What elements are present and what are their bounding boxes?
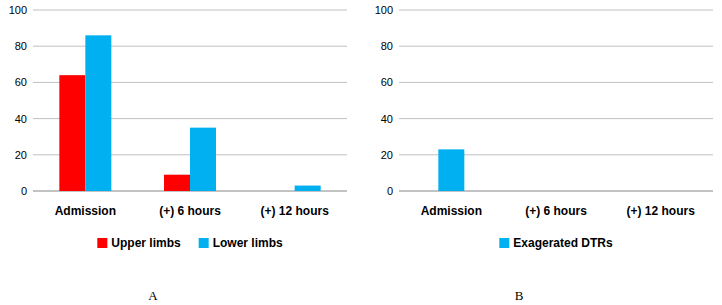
legend-swatch	[499, 238, 509, 248]
panel-title: A	[148, 288, 158, 303]
bar	[190, 128, 216, 191]
x-tick-label: (+) 12 hours	[626, 204, 695, 218]
bars	[59, 35, 320, 191]
x-tick-label: Admission	[421, 204, 482, 218]
bar	[269, 191, 295, 192]
bar	[164, 175, 190, 191]
legend-swatch	[199, 238, 209, 248]
grid-line	[33, 46, 347, 47]
legend-swatch	[97, 238, 107, 248]
grid-line	[399, 46, 713, 47]
x-tick-label: (+) 6 hours	[525, 204, 587, 218]
grid-line	[399, 82, 713, 83]
legend-label: Upper limbs	[111, 236, 181, 250]
figure: 0 20 40 60 80 100 Admission (+) 6 hours (+) 12 h…	[0, 0, 722, 305]
x-tick-label: (+) 12 hours	[260, 204, 329, 218]
legend: Exagerated DTRs	[499, 236, 613, 250]
x-tick-label: (+) 6 hours	[159, 204, 221, 218]
x-tick-label: Admission	[55, 204, 116, 218]
bar	[295, 186, 321, 191]
bar	[438, 149, 464, 191]
bar	[543, 191, 569, 192]
panel-title: B	[515, 288, 524, 303]
y-tick-label: 60	[381, 76, 393, 88]
chart-panel: 0 20 40 60 80 100 Admission (+) 6 hours (+) 12 h…	[375, 4, 713, 303]
chart-panel: 0 20 40 60 80 100 Admission (+) 6 hours (+) 12 h…	[9, 4, 347, 303]
bar	[85, 35, 111, 191]
legend: Upper limbs Lower limbs	[97, 236, 283, 250]
y-tick-label: 40	[381, 113, 393, 125]
y-tick-label: 0	[21, 185, 27, 197]
legend-label: Lower limbs	[213, 236, 283, 250]
y-tick-label: 100	[9, 4, 27, 16]
bars	[438, 149, 464, 191]
bar	[648, 191, 674, 192]
y-tick-label: 40	[15, 113, 27, 125]
grid-line	[399, 118, 713, 119]
y-tick-label: 80	[381, 40, 393, 52]
y-tick-label: 0	[387, 185, 393, 197]
y-tick-label: 80	[15, 40, 27, 52]
bar	[59, 75, 85, 191]
y-tick-label: 20	[381, 149, 393, 161]
y-tick-label: 20	[15, 149, 27, 161]
grid-line	[33, 10, 347, 11]
legend-label: Exagerated DTRs	[513, 236, 613, 250]
grid-line	[399, 10, 713, 11]
y-tick-label: 60	[15, 76, 27, 88]
y-tick-label: 100	[375, 4, 393, 16]
